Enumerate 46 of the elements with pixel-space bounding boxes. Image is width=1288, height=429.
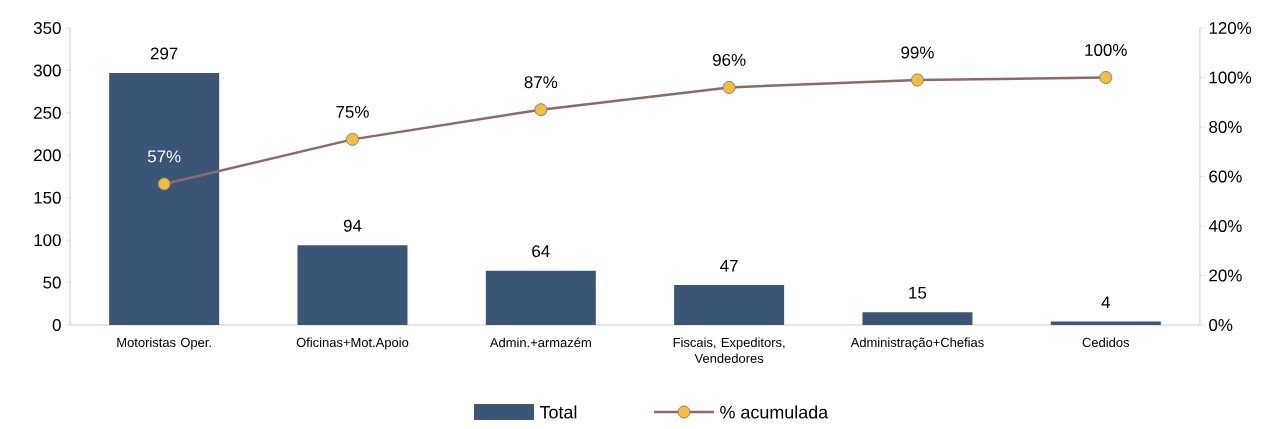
point xyxy=(345,132,359,146)
x-tick-label: Oficinas+Mot.Apoio xyxy=(296,337,409,350)
y-tick-label: 250 xyxy=(34,106,61,119)
point xyxy=(157,177,171,191)
point xyxy=(722,80,736,94)
data-label: 96% xyxy=(712,53,746,66)
y2-tick-label: 120% xyxy=(1209,22,1252,34)
y2-tick-label: 60% xyxy=(1209,170,1242,183)
data-label: 4 xyxy=(1101,296,1110,309)
y2-tick-label: 0% xyxy=(1209,319,1233,331)
y2-tick-label: 40% xyxy=(1208,220,1242,232)
y-tick-label: 200 xyxy=(34,149,61,162)
bar xyxy=(297,245,408,325)
point xyxy=(1099,71,1113,84)
data-label: 87% xyxy=(524,76,558,89)
x-tick-label: Cedidos xyxy=(1082,337,1130,348)
legend-label: % acumulada xyxy=(720,405,829,419)
bar xyxy=(674,285,785,325)
x-tick-label: Motoristas Oper. xyxy=(117,337,211,350)
y-tick-label: 300 xyxy=(33,64,61,77)
data-label: 57% xyxy=(147,150,181,163)
y2-tick-label: 100% xyxy=(1209,71,1252,84)
x-tick-label: Admin.+armazém xyxy=(489,337,591,348)
data-label: 297 xyxy=(150,47,178,60)
x-tick-label: Administração+Chefias xyxy=(850,337,984,350)
data-label: 15 xyxy=(909,286,927,299)
data-label: 94 xyxy=(343,219,362,232)
y-tick-label: 350 xyxy=(33,22,61,34)
data-label: 100% xyxy=(1085,43,1127,56)
data-label: 99% xyxy=(901,46,934,59)
bar xyxy=(862,312,973,325)
legend-label: Total xyxy=(539,405,577,419)
y2-tick-label: 20% xyxy=(1209,269,1242,282)
x-tick-label: Fiscais, Expeditors, Vendedores xyxy=(673,337,785,363)
bar xyxy=(485,270,596,325)
data-label: 64 xyxy=(532,245,550,258)
y-tick-label: 0 xyxy=(52,319,61,331)
data-label: 47 xyxy=(720,259,738,272)
data-label: 75% xyxy=(336,105,369,118)
point xyxy=(910,73,924,87)
y2-tick-label: 80% xyxy=(1209,121,1242,133)
y-tick-label: 50 xyxy=(43,276,61,289)
y-tick-label: 150 xyxy=(34,191,61,204)
y-tick-label: 100 xyxy=(34,234,61,247)
point xyxy=(534,103,548,117)
bar xyxy=(109,72,220,325)
